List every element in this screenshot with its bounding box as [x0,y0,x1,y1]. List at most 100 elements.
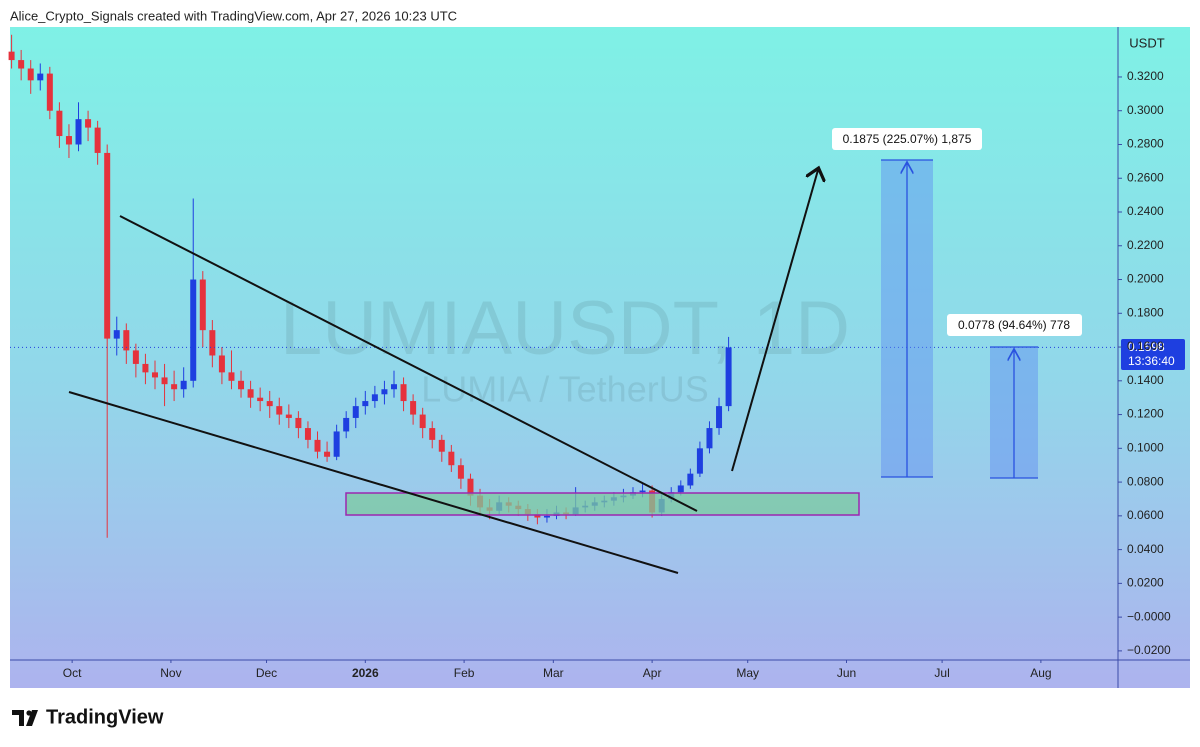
candle-body [343,417,350,432]
brand-name: TradingView [46,706,164,728]
candle-body [696,448,703,474]
x-tick-label: Aug [1030,666,1051,680]
x-tick-label: Jun [837,666,856,680]
candle-body [218,355,225,373]
candle-body [467,478,474,496]
candle-body [295,417,302,429]
measure-label: 0.0778 (94.64%) 778 [958,318,1070,332]
candle-body [161,377,168,385]
candle-body [113,330,120,339]
chart-background [10,27,1190,688]
y-tick-label: 0.0600 [1127,508,1164,522]
candle-body [37,73,44,81]
y-tick-label: 0.2600 [1127,170,1164,184]
candle-body [209,330,216,356]
currency-label: USDT [1129,35,1164,50]
y-tick-label: −0.0200 [1127,643,1171,657]
target-arrow [731,170,818,472]
candle-body [333,431,340,457]
brand-icon-dot [26,710,32,716]
candle-body [171,384,178,390]
y-tick-label: 0.1200 [1127,407,1164,421]
candle-body [390,384,397,390]
support-zone [345,492,860,516]
candle-body [199,279,206,331]
y-tick-label: 0.1600 [1127,339,1164,353]
y-tick-label: 0.2800 [1127,137,1164,151]
candle-body [8,51,15,61]
candle-body [104,152,111,339]
candle-body [457,465,464,479]
candle-body [276,406,283,415]
candle-body [18,60,25,69]
candle-body [27,68,34,81]
y-tick-label: 0.2400 [1127,204,1164,218]
y-tick-label: 0.0200 [1127,576,1164,590]
candle-body [151,372,158,378]
measure-label-box [947,314,1082,336]
candle-body [314,439,321,452]
y-tick-label: 0.2000 [1127,272,1164,286]
x-tick-label: Feb [454,666,475,680]
candle-body [123,330,130,351]
candle-body [132,350,139,364]
x-tick-label: Mar [543,666,564,680]
candle-body [266,401,273,407]
candle-body [534,514,541,518]
measure-label: 0.1875 (225.07%) 1,875 [843,132,972,146]
candle-body [410,401,417,415]
y-tick-label: 0.1400 [1127,373,1164,387]
candle-body [725,347,732,407]
candle-body [304,428,311,440]
candle-body [371,394,378,402]
candle-body [285,414,292,418]
watermark-subtitle: LUMIA / TetherUS [421,369,708,410]
candle-body [257,397,264,402]
trend-line [68,391,679,574]
candle-body [381,389,388,395]
candle-body [352,406,359,418]
header: Alice_Crypto_Signals created with Tradin… [10,8,457,23]
candle-body [419,414,426,429]
x-tick-label: Apr [643,666,662,680]
countdown: 13:36:40 [1128,354,1175,368]
candle-body [677,485,684,493]
y-tick-label: 0.1000 [1127,440,1164,454]
candle-body [324,451,331,457]
candle-body [142,363,149,373]
candle-body [85,119,92,128]
y-tick-label: 0.3000 [1127,103,1164,117]
x-tick-label: Jul [934,666,949,680]
x-tick-label: 2026 [352,666,379,680]
price-tag [1121,339,1185,370]
y-tick-label: 0.3200 [1127,69,1164,83]
candle-body [639,490,646,493]
candle-body [448,451,455,466]
x-tick-label: Oct [63,666,82,680]
candle-body [46,73,53,111]
candle-body [238,380,245,390]
candle-body [716,406,723,429]
measure-label-box [832,128,982,150]
brand-logo: TradingView [12,706,164,728]
brand-icon [12,710,38,726]
x-tick-label: May [736,666,759,680]
candle-body [429,428,436,440]
watermark-title: LUMIAUSDT, 1D [280,286,850,371]
candle-body [180,380,187,390]
candle-body [65,136,72,145]
candle-body [687,473,694,486]
candle-body [706,428,713,449]
trend-line [119,215,698,512]
y-tick-label: −0.0000 [1127,609,1171,623]
candle-body [247,389,254,398]
candle-body [75,119,82,145]
x-tick-label: Nov [160,666,181,680]
y-tick-label: 0.2200 [1127,238,1164,252]
candle-body [228,372,235,381]
candle-body [543,515,550,518]
candle-body [190,279,197,381]
x-tick-label: Dec [256,666,277,680]
